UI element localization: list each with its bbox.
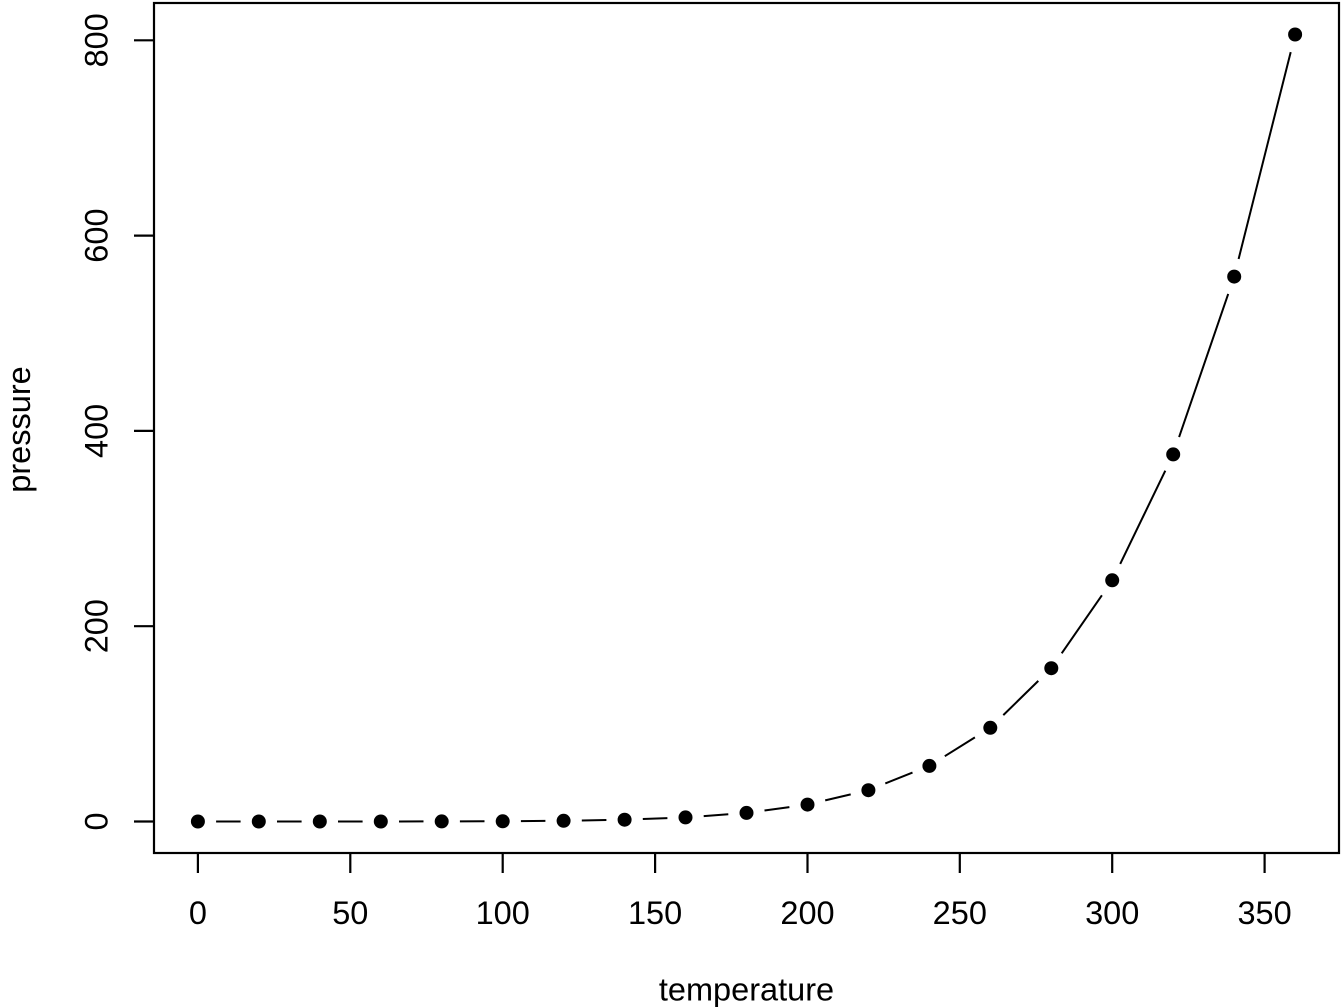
svg-text:0: 0 — [79, 812, 115, 830]
svg-text:600: 600 — [79, 208, 115, 262]
svg-text:350: 350 — [1237, 895, 1291, 931]
svg-text:300: 300 — [1085, 895, 1139, 931]
svg-text:pressure: pressure — [1, 366, 37, 492]
svg-text:800: 800 — [79, 13, 115, 67]
svg-text:temperature: temperature — [659, 972, 834, 1008]
svg-text:400: 400 — [79, 404, 115, 458]
svg-text:50: 50 — [332, 895, 368, 931]
svg-text:200: 200 — [79, 599, 115, 653]
svg-text:250: 250 — [933, 895, 987, 931]
svg-text:200: 200 — [780, 895, 834, 931]
svg-text:100: 100 — [476, 895, 530, 931]
svg-text:150: 150 — [628, 895, 682, 931]
svg-text:0: 0 — [189, 895, 207, 931]
